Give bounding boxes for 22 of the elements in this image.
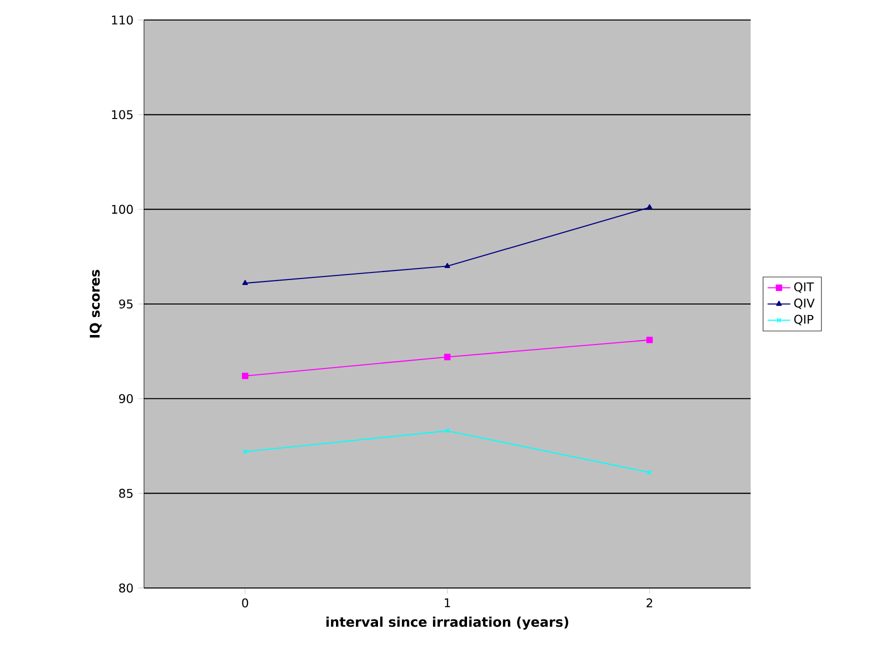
x-axis-title: interval since irradiation (years) (326, 616, 568, 630)
y-tick-label: 90 (119, 394, 133, 404)
point (444, 262, 450, 268)
point (444, 354, 451, 360)
point (242, 280, 248, 286)
legend-label: QIV (794, 298, 815, 309)
y-tick-label: 85 (119, 488, 133, 498)
y-tick-label: 100 (112, 204, 133, 214)
y-tick-label: 80 (119, 583, 133, 593)
point (646, 204, 652, 210)
point (242, 372, 248, 380)
y-tick-label: 95 (119, 299, 133, 309)
y-axis-title: IQ scores (90, 270, 102, 338)
x-tick-label: 2 (646, 598, 652, 608)
legend-label: QIT (794, 282, 814, 293)
x-tick-label: 0 (242, 598, 248, 608)
y-tick-label: 105 (112, 110, 133, 120)
x-tick-label: 1 (444, 598, 450, 608)
y-tick-label: 110 (112, 15, 133, 25)
point (444, 428, 450, 434)
point (646, 336, 653, 344)
legend-label: QIP (794, 314, 814, 326)
